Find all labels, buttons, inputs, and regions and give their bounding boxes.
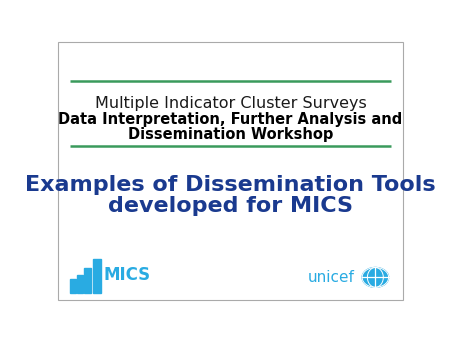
- Text: developed for MICS: developed for MICS: [108, 196, 353, 216]
- Text: Data Interpretation, Further Analysis and: Data Interpretation, Further Analysis an…: [58, 113, 403, 127]
- Text: Dissemination Workshop: Dissemination Workshop: [128, 127, 333, 142]
- Text: MICS: MICS: [104, 266, 151, 284]
- Bar: [70, 279, 76, 293]
- Bar: [84, 268, 91, 293]
- Text: Examples of Dissemination Tools: Examples of Dissemination Tools: [25, 175, 436, 195]
- Circle shape: [362, 267, 389, 287]
- Text: Multiple Indicator Cluster Surveys: Multiple Indicator Cluster Surveys: [95, 96, 366, 111]
- Bar: [93, 259, 101, 293]
- Bar: [77, 275, 83, 293]
- Text: unicef: unicef: [307, 270, 354, 285]
